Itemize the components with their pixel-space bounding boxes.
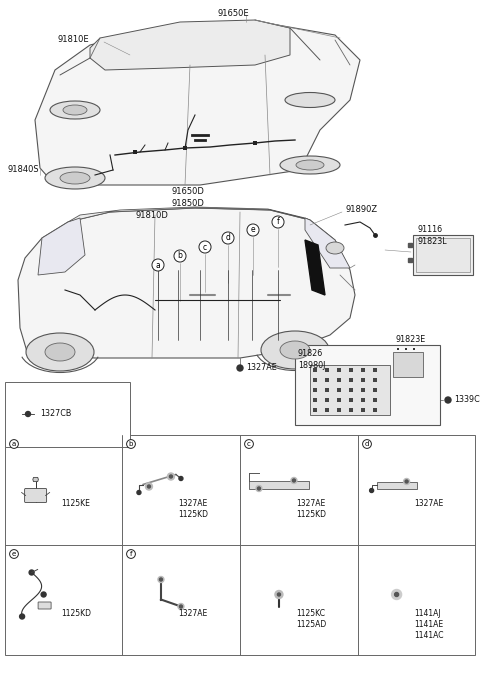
Circle shape	[392, 590, 402, 600]
Ellipse shape	[326, 242, 344, 254]
Text: 1339CD: 1339CD	[454, 396, 480, 404]
Text: 91823L: 91823L	[418, 238, 448, 246]
Text: 91650E: 91650E	[218, 9, 250, 18]
Text: 91890Z: 91890Z	[345, 205, 377, 215]
Circle shape	[168, 473, 174, 480]
Text: 91810E: 91810E	[58, 36, 90, 44]
Text: 91840S: 91840S	[8, 166, 40, 174]
Polygon shape	[38, 218, 85, 275]
Text: 18980J: 18980J	[298, 361, 325, 371]
Circle shape	[405, 480, 408, 483]
Bar	[310, 365, 390, 415]
Text: 1327AE: 1327AE	[297, 499, 326, 507]
Circle shape	[291, 478, 297, 483]
Text: a: a	[12, 441, 16, 447]
Ellipse shape	[285, 92, 335, 108]
Text: 1327CB: 1327CB	[40, 409, 72, 419]
Ellipse shape	[296, 160, 324, 170]
Polygon shape	[305, 218, 350, 268]
Ellipse shape	[261, 331, 329, 369]
Text: 91650D: 91650D	[172, 188, 205, 197]
Circle shape	[145, 483, 153, 490]
Text: f: f	[130, 551, 132, 557]
Text: b: b	[178, 252, 182, 260]
Text: 1327AE: 1327AE	[179, 608, 208, 618]
Circle shape	[159, 578, 162, 581]
Text: 1327AE: 1327AE	[179, 499, 208, 507]
Text: e: e	[12, 551, 16, 557]
FancyBboxPatch shape	[24, 489, 47, 503]
Text: a: a	[156, 260, 160, 269]
Circle shape	[178, 604, 184, 610]
Circle shape	[256, 485, 262, 491]
Circle shape	[180, 605, 182, 608]
Circle shape	[137, 491, 141, 495]
Circle shape	[370, 489, 373, 493]
Polygon shape	[90, 20, 290, 70]
Circle shape	[404, 479, 409, 485]
Circle shape	[41, 592, 46, 597]
Circle shape	[445, 397, 451, 403]
Ellipse shape	[280, 156, 340, 174]
Text: 1125KE: 1125KE	[61, 499, 90, 507]
Circle shape	[29, 570, 34, 575]
Bar	[295, 345, 440, 425]
Bar	[5, 382, 130, 447]
Text: e: e	[251, 225, 255, 234]
Circle shape	[257, 487, 261, 490]
FancyBboxPatch shape	[38, 602, 51, 609]
Bar	[416, 238, 470, 272]
Circle shape	[237, 365, 243, 371]
Text: 1327AE: 1327AE	[246, 363, 277, 372]
Ellipse shape	[45, 167, 105, 189]
Ellipse shape	[63, 105, 87, 115]
Text: 91116: 91116	[418, 225, 443, 234]
Circle shape	[179, 476, 183, 481]
Text: d: d	[226, 234, 230, 242]
Text: 1125KC: 1125KC	[297, 608, 325, 618]
Polygon shape	[18, 208, 355, 358]
Text: 1125AD: 1125AD	[297, 620, 327, 629]
Text: c: c	[203, 242, 207, 252]
Circle shape	[395, 592, 398, 596]
Polygon shape	[305, 240, 325, 295]
Text: 1125KD: 1125KD	[297, 509, 326, 519]
Ellipse shape	[26, 333, 94, 371]
Text: c: c	[247, 441, 251, 447]
Circle shape	[292, 479, 295, 482]
Text: 91810D: 91810D	[136, 211, 169, 221]
Ellipse shape	[45, 343, 75, 361]
Circle shape	[277, 593, 280, 596]
Ellipse shape	[60, 172, 90, 184]
Ellipse shape	[280, 341, 310, 359]
Circle shape	[275, 590, 283, 598]
Text: 1125KD: 1125KD	[179, 509, 209, 519]
Text: 91823E: 91823E	[395, 336, 425, 345]
Circle shape	[25, 411, 31, 417]
Circle shape	[158, 577, 164, 583]
Text: 1141AE: 1141AE	[414, 620, 444, 629]
Circle shape	[147, 485, 150, 488]
Text: b: b	[129, 441, 133, 447]
Bar	[249, 481, 309, 489]
Text: 1141AJ: 1141AJ	[414, 608, 441, 618]
Bar	[377, 481, 417, 489]
Text: d: d	[365, 441, 369, 447]
Ellipse shape	[50, 101, 100, 119]
Bar	[393, 352, 423, 377]
Text: f: f	[276, 217, 279, 227]
Polygon shape	[68, 207, 310, 222]
Circle shape	[20, 614, 24, 619]
Text: 91850D: 91850D	[172, 199, 205, 209]
Bar	[413, 235, 473, 275]
Polygon shape	[35, 22, 360, 185]
Bar	[5, 435, 475, 655]
Circle shape	[169, 475, 172, 478]
Text: 1327AE: 1327AE	[414, 499, 444, 507]
Text: 1141AC: 1141AC	[414, 631, 444, 640]
Text: 1125KD: 1125KD	[61, 608, 91, 618]
Text: 91826: 91826	[298, 349, 323, 359]
Polygon shape	[33, 477, 38, 482]
